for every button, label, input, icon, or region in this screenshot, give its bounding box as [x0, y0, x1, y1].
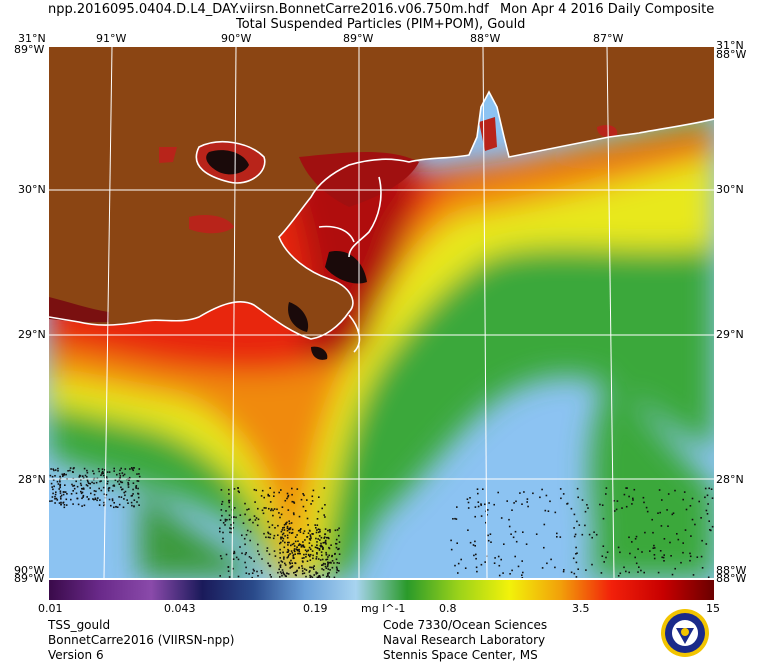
colorbar-unit: mg l^-1: [361, 602, 406, 615]
lat-label-right-29n: 29°N: [716, 328, 744, 341]
cloud-speckle: [49, 467, 714, 578]
corner-label-tr-lon: 88°W: [716, 48, 747, 61]
header-date: Mon Apr 4 2016 Daily Composite: [500, 2, 715, 17]
graticule: [49, 47, 714, 578]
corner-label-br-b: 88°W: [716, 572, 747, 585]
lat-label-left-28n: 28°N: [18, 473, 46, 486]
colorbar-tick-3: 0.8: [439, 602, 457, 615]
footer-version: Version 6: [48, 648, 104, 662]
lon-label-87w: 87°W: [593, 32, 624, 45]
coastline: [49, 90, 714, 353]
footer-variable: TSS_gould: [48, 618, 111, 632]
colorbar: [49, 580, 714, 600]
header-filename: npp.2016095.0404.D.L4_DAY.viirsn.BonnetC…: [48, 2, 489, 17]
corner-label-br-a: 88°W: [716, 564, 747, 577]
colorbar-tick-0: 0.01: [38, 602, 63, 615]
colorbar-tick-1: 0.043: [164, 602, 196, 615]
footer-location: Stennis Space Center, MS: [383, 648, 538, 662]
tss-map: [49, 47, 714, 578]
header-product: Total Suspended Particles (PIM+POM), Gou…: [236, 17, 526, 32]
corner-label-tr-lat: 31°N: [716, 39, 744, 52]
lat-label-left-29n: 29°N: [18, 328, 46, 341]
land-mass: [49, 47, 714, 339]
navy-seal-emblem-icon: [661, 609, 709, 657]
lon-label-89w: 89°W: [343, 32, 374, 45]
footer-lab: Naval Research Laboratory: [383, 633, 546, 647]
corner-label-tl-lat: 31°N: [18, 32, 46, 45]
inland-water: [49, 117, 618, 360]
footer-code: Code 7330/Ocean Sciences: [383, 618, 548, 632]
corner-label-bl-b: 89°W: [14, 572, 45, 585]
lon-label-88w: 88°W: [470, 32, 501, 45]
footer-region: BonnetCarre2016 (VIIRSN-npp): [48, 633, 235, 647]
lon-label-90w: 90°W: [221, 32, 252, 45]
lat-label-right-30n: 30°N: [716, 183, 744, 196]
lat-label-right-28n: 28°N: [716, 473, 744, 486]
lon-label-91w: 91°W: [96, 32, 127, 45]
lat-label-left-30n: 30°N: [18, 183, 46, 196]
colorbar-tick-5: 15: [706, 602, 720, 615]
colorbar-tick-2: 0.19: [303, 602, 328, 615]
colorbar-tick-4: 3.5: [572, 602, 590, 615]
corner-label-bl-a: 90°W: [14, 564, 45, 577]
corner-label-tl-lon: 89°W: [14, 43, 45, 56]
